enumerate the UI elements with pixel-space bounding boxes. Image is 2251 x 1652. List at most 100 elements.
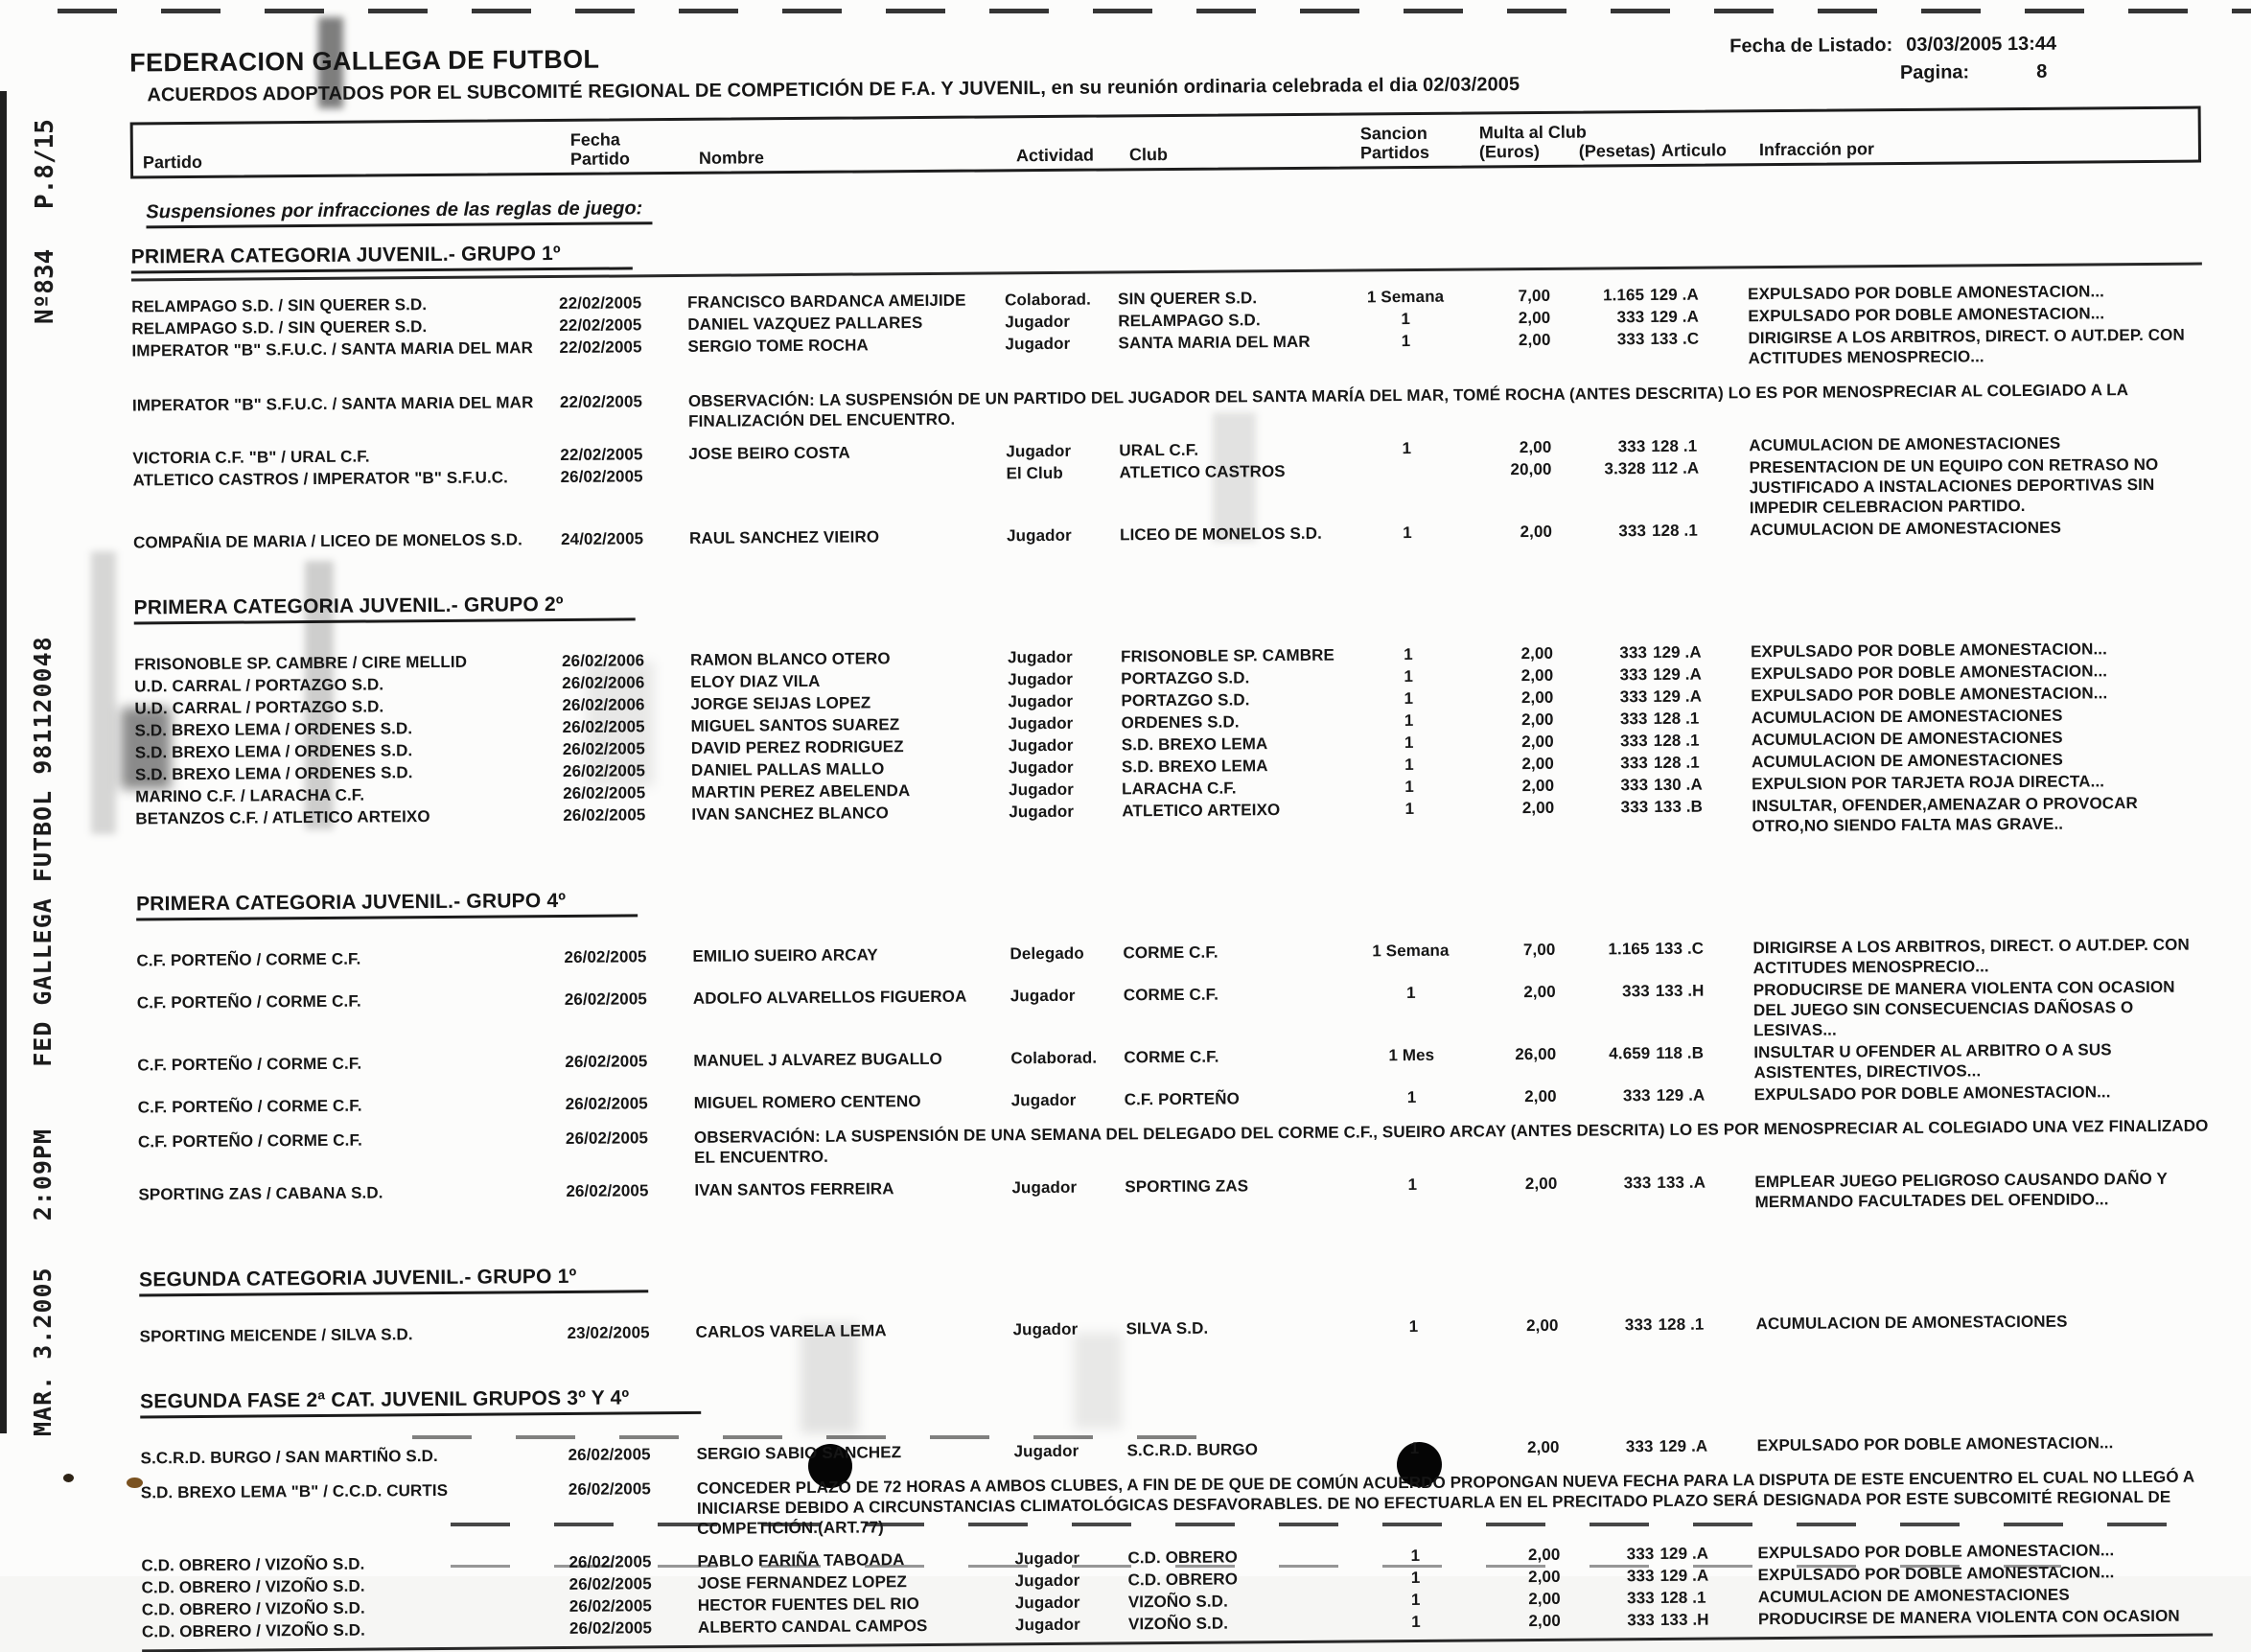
- listing-page-row: Pagina: 8: [1729, 61, 2056, 86]
- cell-infraccion: ACUMULACION DE AMONESTACIONES: [1751, 706, 2063, 728]
- cell-fecha-partido: 26/02/2005: [569, 1596, 652, 1616]
- cell-sancion-partidos: 1: [1410, 1546, 1421, 1566]
- cell-club: C.D. OBRERO: [1127, 1547, 1238, 1568]
- cell-nombre: DANIEL PALLAS MALLO: [690, 759, 885, 779]
- cell-infraccion: EXPULSADO POR DOBLE AMONESTACION...: [1751, 684, 2108, 706]
- cell-articulo: 129 .A: [1659, 1566, 1709, 1585]
- cell-partido: C.D. OBRERO / VIZOÑO S.D.: [141, 1554, 365, 1575]
- cell-multa-pesetas: 333: [1623, 1174, 1652, 1193]
- cell-actividad: Jugador: [1013, 1441, 1079, 1461]
- cell-partido: C.F. PORTEÑO / CORME C.F.: [137, 1096, 362, 1117]
- cell-club: ATLETICO CASTROS: [1119, 462, 1286, 482]
- cell-club: ATLETICO ARTEIXO: [1122, 801, 1281, 821]
- cell-actividad: Jugador: [1009, 986, 1076, 1006]
- cell-multa-euros: 2,00: [1521, 710, 1554, 730]
- cell-articulo: 133 .C: [1650, 329, 1700, 349]
- scanned-fax-page: MAR. 3.2005 2:09PM FED GALLEGA FUTBOL 98…: [0, 9, 2251, 1652]
- cell-nombre: ALBERTO CANDAL CAMPOS: [697, 1616, 928, 1637]
- table-row: SPORTING MEICENDE / SILVA S.D. 23/02/2005…: [140, 1310, 2211, 1346]
- cell-club: C.D. OBRERO: [1127, 1570, 1239, 1590]
- cell-partido: MARINO C.F. / LARACHA C.F.: [135, 785, 365, 806]
- cell-infraccion: DIRIGIRSE A LOS ARBITROS, DIRECT. O AUT.…: [1748, 325, 2185, 368]
- cell-sancion-partidos: 1 Semana: [1366, 287, 1445, 307]
- cell-sancion-partidos: 1: [1404, 799, 1415, 819]
- cell-actividad: Jugador: [1005, 334, 1071, 354]
- cell-multa-pesetas: 333: [1618, 522, 1647, 541]
- cell-multa-pesetas: 333: [1619, 687, 1648, 707]
- cell-sancion-partidos: 1: [1404, 733, 1414, 753]
- cell-multa-pesetas: 333: [1619, 665, 1648, 685]
- cell-actividad: Jugador: [1014, 1548, 1080, 1569]
- cell-infraccion: EXPULSADO POR DOBLE AMONESTACION...: [1748, 304, 2105, 326]
- cell-multa-euros: 2,00: [1521, 732, 1554, 752]
- column-header-euros: (Euros): [1478, 141, 1541, 162]
- column-header-fecha-partido: Fecha Partido: [569, 129, 631, 169]
- cell-fecha-partido: 26/02/2005: [569, 1574, 652, 1594]
- cell-actividad: Jugador: [1008, 691, 1074, 711]
- cell-nombre: MANUEL J ALVAREZ BUGALLO: [693, 1049, 943, 1070]
- cell-infraccion: ACUMULACION DE AMONESTACIONES: [1751, 750, 2063, 772]
- cell-sancion-partidos: 1: [1402, 438, 1412, 458]
- cell-partido: C.D. OBRERO / VIZOÑO S.D.: [141, 1576, 365, 1597]
- cell-multa-pesetas: 333: [1616, 308, 1645, 327]
- listing-date-value: 03/03/2005 13:44: [1906, 33, 2057, 56]
- cell-club: PORTAZGO S.D.: [1121, 668, 1250, 688]
- cell-infraccion: ACUMULACION DE AMONESTACIONES: [1755, 1312, 2068, 1334]
- cell-multa-euros: 2,00: [1526, 1437, 1560, 1457]
- listing-date-label: Fecha de Listado:: [1729, 35, 1893, 58]
- cell-sancion-partidos: 1: [1401, 309, 1411, 329]
- cell-fecha-partido: 26/02/2005: [568, 1479, 652, 1499]
- fax-number: Nº834: [31, 248, 59, 324]
- cell-fecha-partido: 22/02/2005: [560, 445, 643, 464]
- section-heading: SEGUNDA CATEGORIA JUVENIL.- GRUPO 1º: [139, 1252, 2210, 1297]
- cell-multa-pesetas: 333: [1617, 437, 1646, 456]
- cell-partido: C.F. PORTEÑO / CORME C.F.: [137, 1130, 362, 1152]
- cell-infraccion: EXPULSADO POR DOBLE AMONESTACION...: [1756, 1433, 2114, 1455]
- cell-multa-euros: 2,00: [1528, 1567, 1561, 1587]
- scan-speck: [127, 1477, 143, 1488]
- cell-sancion-partidos: 1: [1403, 523, 1412, 543]
- cell-club: SIN QUERER S.D.: [1118, 289, 1258, 309]
- cell-multa-pesetas: 333: [1620, 754, 1649, 773]
- cell-actividad: Jugador: [1007, 647, 1073, 667]
- cell-articulo: 129 .A: [1659, 1436, 1708, 1455]
- cell-partido: FRISONOBLE SP. CAMBRE / CIRE MELLID: [134, 652, 468, 674]
- cell-club: S.D. BREXO LEMA: [1121, 756, 1268, 777]
- cell-articulo: 128 .1: [1651, 436, 1698, 456]
- cell-multa-euros: 20,00: [1510, 459, 1552, 479]
- cell-partido: S.D. BREXO LEMA / ORDENES S.D.: [134, 719, 413, 740]
- cell-multa-pesetas: 333: [1626, 1545, 1655, 1564]
- cell-partido: IMPERATOR "B" S.F.U.C. / SANTA MARIA DEL…: [131, 338, 534, 361]
- cell-nombre: DANIEL VAZQUEZ PALLARES: [687, 313, 923, 334]
- cell-sancion-partidos: 1: [1405, 983, 1416, 1003]
- fax-transmission-line: MAR. 3.2005 2:09PM FED GALLEGA FUTBOL 98…: [29, 636, 57, 1436]
- cell-infraccion: EMPLEAR JUEGO PELIGROSO CAUSANDO DAÑO Y …: [1754, 1169, 2168, 1212]
- cell-sancion-partidos: 1: [1406, 1087, 1417, 1107]
- cell-multa-euros: 2,00: [1528, 1611, 1562, 1631]
- cell-partido: S.D. BREXO LEMA "B" / C.C.D. CURTIS: [140, 1480, 449, 1502]
- cell-observation-text: OBSERVACIÓN: LA SUSPENSIÓN DE UN PARTIDO…: [687, 381, 2128, 430]
- cell-multa-euros: 2,00: [1524, 1174, 1558, 1194]
- cell-nombre: ELOY DIAZ VILA: [690, 671, 821, 691]
- cell-articulo: 128 .1: [1653, 709, 1700, 729]
- column-header-multa-al-club: Multa al Club (Euros) (Pesetas): [1478, 122, 1656, 162]
- cell-nombre: RAUL SANCHEZ VIEIRO: [688, 527, 880, 547]
- cell-articulo: 129 .A: [1650, 307, 1700, 327]
- cell-fecha-partido: 26/02/2005: [565, 1128, 649, 1148]
- cell-sancion-partidos: 1: [1404, 644, 1413, 664]
- cell-actividad: Jugador: [1012, 1319, 1079, 1339]
- cell-partido: BETANZOS C.F. / ATLETICO ARTEIXO: [135, 807, 430, 828]
- table-row: SPORTING ZAS / CABANA S.D. 26/02/2005 IVAN…: [138, 1168, 2209, 1224]
- cell-multa-pesetas: 4.659: [1609, 1044, 1651, 1063]
- cell-sancion-partidos: 1: [1404, 666, 1414, 686]
- cell-nombre: MARTIN PEREZ ABELENDA: [691, 781, 911, 802]
- cell-articulo: 112 .A: [1651, 458, 1700, 478]
- cell-articulo: 133 .H: [1659, 1610, 1709, 1629]
- cell-multa-euros: 2,00: [1528, 1589, 1561, 1609]
- cell-actividad: Jugador: [1014, 1571, 1080, 1591]
- cell-infraccion: EXPULSADO POR DOBLE AMONESTACION...: [1757, 1563, 2115, 1585]
- cell-nombre: JORGE SEIJAS LOPEZ: [690, 693, 871, 713]
- cell-partido: C.D. OBRERO / VIZOÑO S.D.: [141, 1598, 365, 1619]
- cell-partido: RELAMPAGO S.D. / SIN QUERER S.D.: [131, 317, 428, 338]
- table-header: Partido Fecha Partido Nombre Actividad Cl…: [129, 105, 2202, 179]
